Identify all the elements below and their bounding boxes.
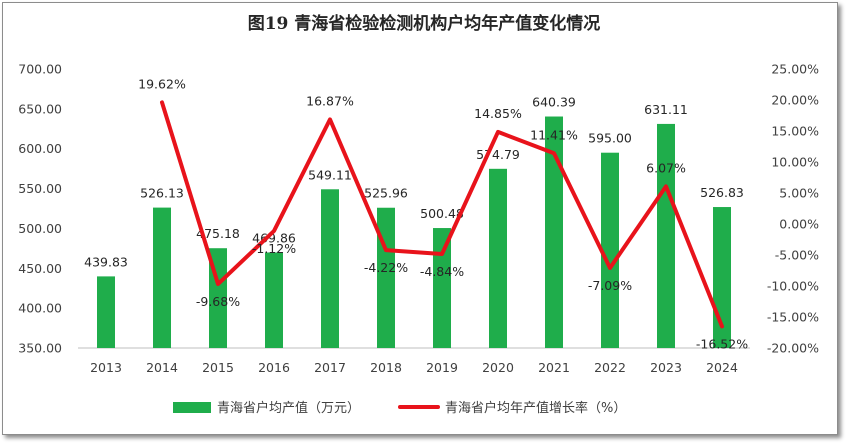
line-data-label: -9.68% bbox=[196, 294, 240, 309]
left-tick-label: 450.00 bbox=[18, 261, 62, 276]
line-path bbox=[160, 100, 724, 329]
bar-data-label: 439.83 bbox=[84, 254, 128, 269]
bar bbox=[601, 152, 619, 348]
left-tick-label: 350.00 bbox=[18, 341, 62, 356]
bar-data-label: 574.79 bbox=[476, 147, 520, 162]
bar bbox=[545, 116, 563, 348]
right-tick-label: -5.00% bbox=[775, 248, 819, 263]
right-tick-label: 5.00% bbox=[779, 186, 819, 201]
bar bbox=[97, 276, 115, 348]
x-tick-label: 2013 bbox=[90, 360, 122, 375]
x-tick-label: 2023 bbox=[650, 360, 682, 375]
x-tick-label: 2022 bbox=[594, 360, 626, 375]
bar bbox=[377, 207, 395, 348]
line-data-label: -1.12% bbox=[252, 241, 296, 256]
bar bbox=[153, 207, 171, 348]
bar-data-label: 525.96 bbox=[364, 186, 408, 201]
right-tick-label: 10.00% bbox=[771, 155, 819, 170]
x-tick-label: 2014 bbox=[146, 360, 178, 375]
x-tick-label: 2019 bbox=[426, 360, 458, 375]
line-data-label: -4.22% bbox=[364, 260, 408, 275]
x-tick-label: 2018 bbox=[370, 360, 402, 375]
right-tick-label: -20.00% bbox=[767, 341, 819, 356]
x-tick-label: 2015 bbox=[202, 360, 234, 375]
right-tick-label: 15.00% bbox=[771, 124, 819, 139]
right-tick-label: -15.00% bbox=[767, 310, 819, 325]
right-tick-label: 0.00% bbox=[779, 217, 819, 232]
x-tick-label: 2016 bbox=[258, 360, 290, 375]
bar-data-label: 526.83 bbox=[700, 185, 744, 200]
line-data-labels: 19.62% -9.68% -1.12% 16.87% -4.22% -4.84% 14.8… bbox=[138, 76, 748, 351]
bar-data-label: 500.48 bbox=[420, 206, 464, 221]
bar-data-label: 475.18 bbox=[196, 226, 240, 241]
right-tick-label: 25.00% bbox=[771, 62, 819, 77]
legend-line-label: 青海省户均年产值增长率（%） bbox=[445, 400, 626, 416]
left-tick-label: 400.00 bbox=[18, 301, 62, 316]
right-axis: -20.00% -15.00% -10.00% -5.00% 0.00% 5.00% 10.… bbox=[767, 62, 819, 356]
x-tick-label: 2020 bbox=[482, 360, 514, 375]
right-tick-label: 20.00% bbox=[771, 93, 819, 108]
bar-data-label: 549.11 bbox=[308, 167, 352, 182]
bar-data-label: 631.11 bbox=[644, 102, 688, 117]
legend-bar-swatch bbox=[173, 402, 211, 413]
bar bbox=[489, 168, 507, 348]
line-data-label: 14.85% bbox=[474, 106, 522, 121]
line-data-label: 16.87% bbox=[306, 93, 354, 108]
x-axis: 2013 2014 2015 2016 2017 2018 2019 2020 2021 2022… bbox=[90, 360, 738, 375]
left-tick-label: 650.00 bbox=[18, 101, 62, 116]
bar-data-label: 526.13 bbox=[140, 186, 184, 201]
line-series bbox=[160, 100, 724, 329]
left-tick-label: 500.00 bbox=[18, 221, 62, 236]
bar bbox=[265, 252, 283, 348]
left-axis: 350.00 400.00 450.00 500.00 550.00 600.00 650.… bbox=[18, 62, 62, 356]
line-data-label: -7.09% bbox=[588, 278, 632, 293]
bar bbox=[433, 228, 451, 348]
bar bbox=[657, 123, 675, 349]
bar-data-label: 595.00 bbox=[588, 131, 632, 146]
left-tick-label: 550.00 bbox=[18, 181, 62, 196]
left-tick-label: 600.00 bbox=[18, 141, 62, 156]
x-tick-label: 2021 bbox=[538, 360, 570, 375]
line-data-label: -16.52% bbox=[696, 336, 748, 351]
line-data-label: -4.84% bbox=[420, 264, 464, 279]
bar bbox=[321, 189, 339, 348]
x-tick-label: 2017 bbox=[314, 360, 346, 375]
legend-bar-label: 青海省户均产值（万元） bbox=[217, 400, 360, 416]
line-data-label: 6.07% bbox=[646, 160, 686, 175]
left-tick-label: 700.00 bbox=[18, 62, 62, 77]
chart-frame bbox=[2, 2, 838, 435]
bar-data-label: 640.39 bbox=[532, 95, 576, 110]
bar-series bbox=[97, 116, 731, 349]
right-tick-label: -10.00% bbox=[767, 279, 819, 294]
legend: 青海省户均产值（万元） 青海省户均年产值增长率（%） bbox=[173, 400, 626, 416]
chart-title: 图19 青海省检验检测机构户均年产值变化情况 bbox=[248, 13, 601, 34]
line-data-label: 19.62% bbox=[138, 76, 186, 91]
x-tick-label: 2024 bbox=[706, 360, 738, 375]
line-data-label: 11.41% bbox=[530, 127, 578, 142]
